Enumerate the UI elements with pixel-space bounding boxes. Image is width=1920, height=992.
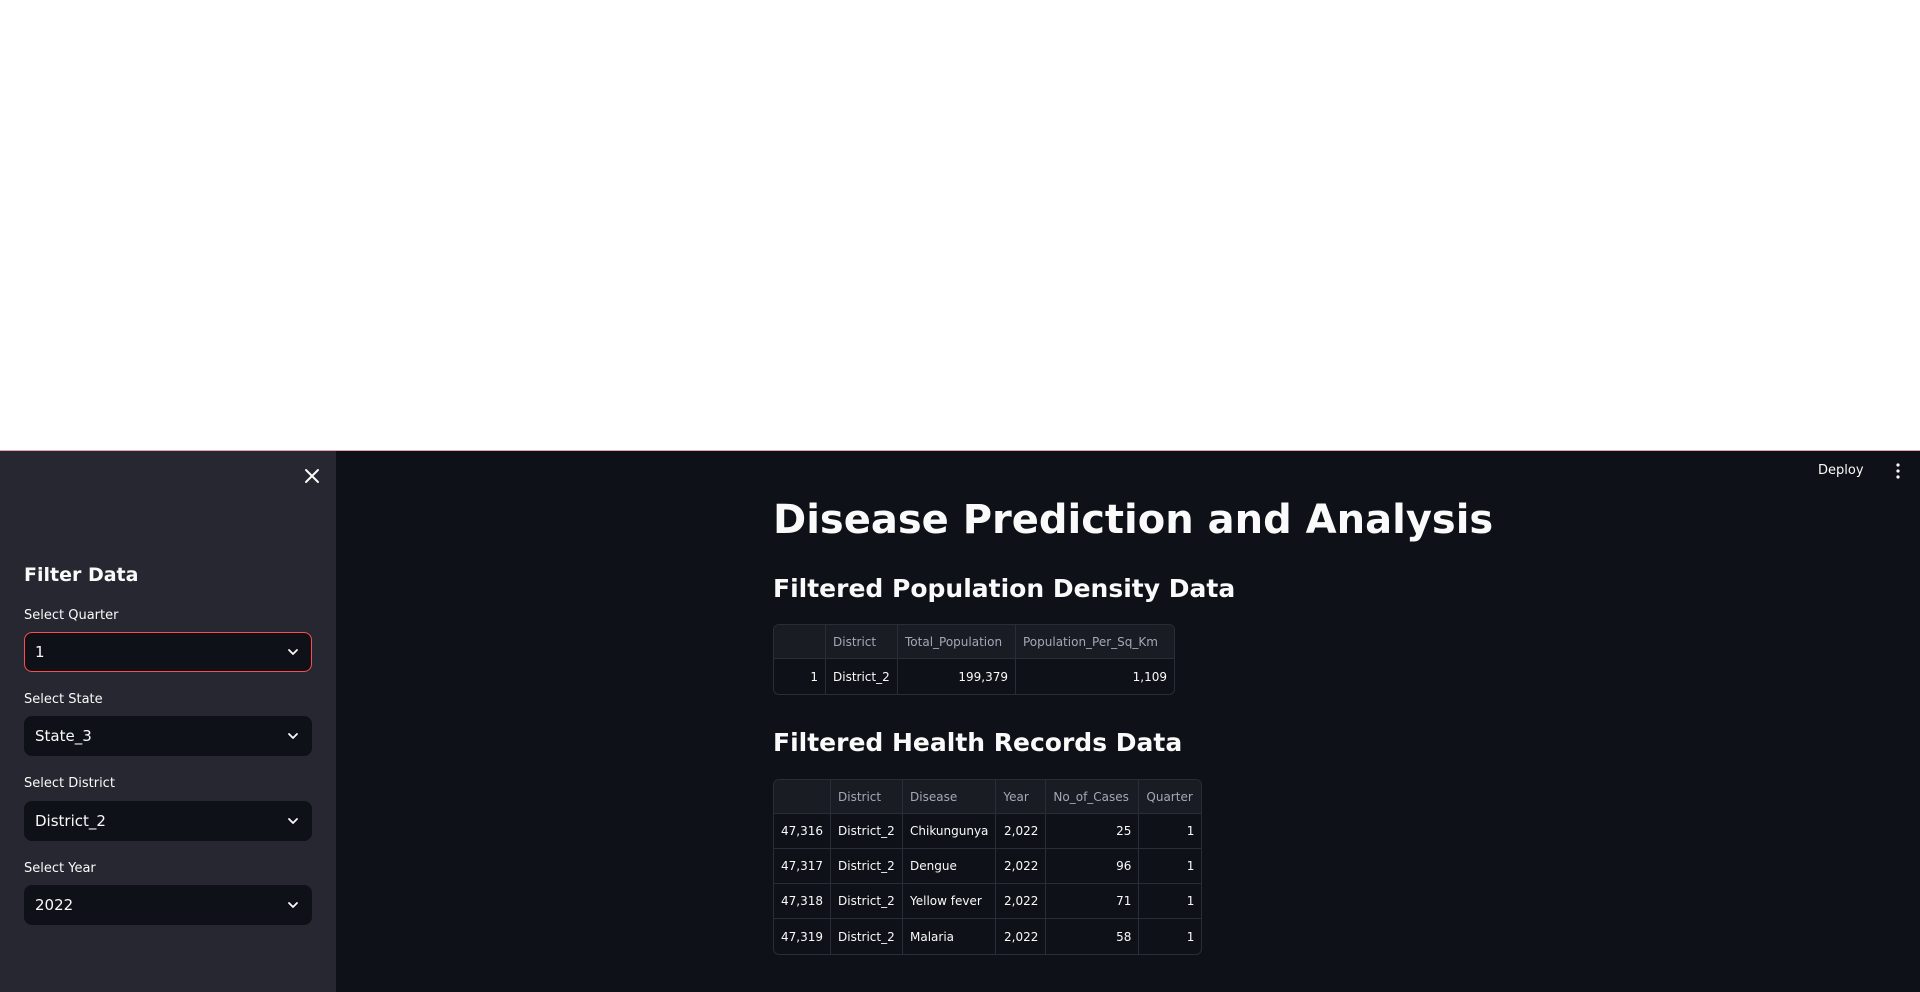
table-cell[interactable]: District_2 — [831, 884, 903, 919]
table-cell[interactable]: Malaria — [903, 919, 997, 954]
close-sidebar-button[interactable] — [300, 464, 324, 488]
column-header[interactable]: District — [826, 625, 898, 659]
quarter-label: Select Quarter — [24, 608, 119, 623]
quarter-select[interactable]: 1 — [24, 632, 312, 672]
population-section-title: Filtered Population Density Data — [773, 574, 1236, 603]
column-header[interactable]: No_of_Cases — [1046, 780, 1140, 814]
column-header[interactable] — [774, 625, 826, 659]
table-row: 47,319 District_2 Malaria 2,022 58 1 — [774, 919, 1201, 954]
state-label: Select State — [24, 692, 103, 707]
row-index: 47,319 — [774, 919, 831, 954]
table-header-row: District Total_Population Population_Per… — [774, 625, 1174, 659]
state-select[interactable]: State_3 — [24, 716, 312, 756]
table-cell[interactable]: 1,109 — [1132, 669, 1167, 684]
table-cell[interactable]: 2,022 — [996, 849, 1047, 884]
table-cell[interactable]: 1 — [1139, 814, 1202, 849]
year-value: 2022 — [35, 896, 74, 914]
column-header[interactable]: Year — [996, 780, 1047, 814]
quarter-value: 1 — [35, 643, 45, 661]
table-header-row: District Disease Year No_of_Cases Quarte… — [774, 780, 1202, 814]
column-header[interactable] — [774, 780, 831, 814]
table-cell[interactable]: 58 — [1046, 919, 1140, 954]
chevron-down-icon — [285, 897, 301, 913]
column-header[interactable]: Total_Population — [898, 625, 1016, 659]
streamlit-app: Filter Data Select Quarter 1 Select Stat… — [0, 450, 1920, 992]
table-cell[interactable]: 2,022 — [996, 919, 1047, 954]
chevron-down-icon — [285, 728, 301, 744]
blank-area — [0, 0, 1920, 450]
column-header[interactable]: Quarter — [1139, 780, 1202, 814]
table-cell[interactable]: 1 — [1139, 884, 1202, 919]
table-cell[interactable]: Chikungunya — [903, 814, 997, 849]
sidebar-heading: Filter Data — [24, 564, 139, 586]
vertical-ellipsis-icon — [1896, 463, 1900, 479]
table-cell[interactable]: 1 — [1139, 849, 1202, 884]
table-cell[interactable]: District_2 — [831, 919, 903, 954]
year-select[interactable]: 2022 — [24, 885, 312, 925]
health-section-title: Filtered Health Records Data — [773, 728, 1183, 757]
table-cell[interactable]: 71 — [1046, 884, 1140, 919]
table-cell[interactable]: 96 — [1046, 849, 1140, 884]
table-cell[interactable]: Yellow fever — [903, 884, 997, 919]
sidebar: Filter Data Select Quarter 1 Select Stat… — [0, 451, 336, 992]
row-index: 1 — [774, 659, 826, 694]
row-index: 47,316 — [774, 814, 831, 849]
column-header[interactable]: Population_Per_Sq_Km — [1016, 625, 1174, 659]
main-menu-button[interactable] — [1890, 461, 1906, 481]
table-row: 47,318 District_2 Yellow fever 2,022 71 … — [774, 884, 1202, 919]
deploy-button[interactable]: Deploy — [1818, 463, 1864, 478]
district-select[interactable]: District_2 — [24, 801, 312, 841]
table-row: 47,316 District_2 Chikungunya 2,022 25 1 — [774, 814, 1202, 849]
district-value: District_2 — [35, 812, 106, 830]
state-value: State_3 — [35, 727, 92, 745]
table-row: 47,317 District_2 Dengue 2,022 96 1 — [774, 849, 1202, 884]
table-row: 1 District_2 199,379 1,109 — [774, 659, 1174, 694]
district-label: Select District — [24, 776, 115, 791]
row-index: 47,318 — [774, 884, 831, 919]
chevron-down-icon — [285, 644, 301, 660]
table-cell[interactable]: District_2 — [826, 659, 898, 694]
table-cell[interactable]: District_2 — [831, 814, 903, 849]
table-cell[interactable]: District_2 — [831, 849, 903, 884]
column-header[interactable]: Disease — [903, 780, 997, 814]
column-header[interactable]: District — [831, 780, 903, 814]
table-cell[interactable]: 25 — [1046, 814, 1140, 849]
table-cell[interactable]: 2,022 — [996, 884, 1047, 919]
close-icon — [305, 469, 319, 483]
table-cell[interactable]: Dengue — [903, 849, 997, 884]
chevron-down-icon — [285, 813, 301, 829]
row-index: 47,317 — [774, 849, 831, 884]
page-title: Disease Prediction and Analysis — [773, 497, 1494, 543]
health-records-table[interactable]: District Disease Year No_of_Cases Quarte… — [773, 779, 1203, 955]
population-table[interactable]: District Total_Population Population_Per… — [773, 624, 1175, 695]
table-cell[interactable]: 1 — [1186, 929, 1195, 944]
table-cell[interactable]: 2,022 — [996, 814, 1047, 849]
year-label: Select Year — [24, 861, 96, 876]
table-cell[interactable]: 199,379 — [898, 659, 1016, 694]
